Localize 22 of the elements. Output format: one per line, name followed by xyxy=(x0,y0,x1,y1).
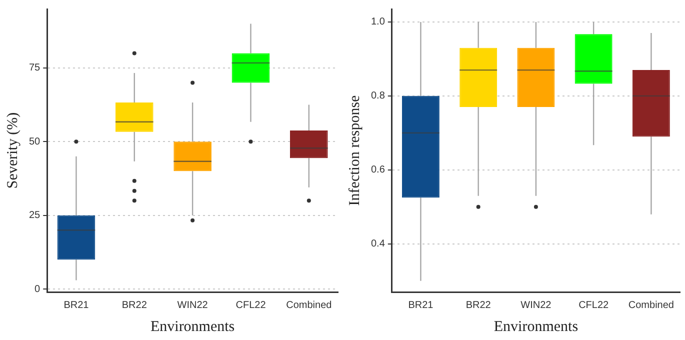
y-tick-label: 0 xyxy=(34,284,41,295)
x-axis-title: Environments xyxy=(150,318,235,335)
y-tick-label: 0.4 xyxy=(370,238,386,250)
y-tick-label: 1.0 xyxy=(370,16,386,28)
x-tick-label: CFL22 xyxy=(236,300,266,311)
x-tick-label: BR22 xyxy=(122,300,148,311)
y-tick-label: 0.8 xyxy=(370,90,386,102)
y-tick-label: 75 xyxy=(29,62,41,74)
x-tick-label: Combined xyxy=(286,300,332,311)
x-tick-label: WIN22 xyxy=(520,300,552,311)
x-tick-label: WIN22 xyxy=(177,300,208,311)
x-tick-label: BR21 xyxy=(64,300,90,311)
y-tick-label: 25 xyxy=(29,210,41,222)
y-axis-title: Infection response xyxy=(346,94,363,206)
y-tick-label: 0.6 xyxy=(370,164,386,176)
y-tick-label: 50 xyxy=(29,136,41,148)
x-tick-label: CFL22 xyxy=(578,300,610,311)
x-tick-label: Combined xyxy=(628,300,674,311)
x-tick-label: BR22 xyxy=(466,300,492,311)
x-tick-label: BR21 xyxy=(408,300,434,311)
x-axis-title: Environments xyxy=(494,318,578,335)
y-axis-title: Severity (%) xyxy=(4,112,21,189)
